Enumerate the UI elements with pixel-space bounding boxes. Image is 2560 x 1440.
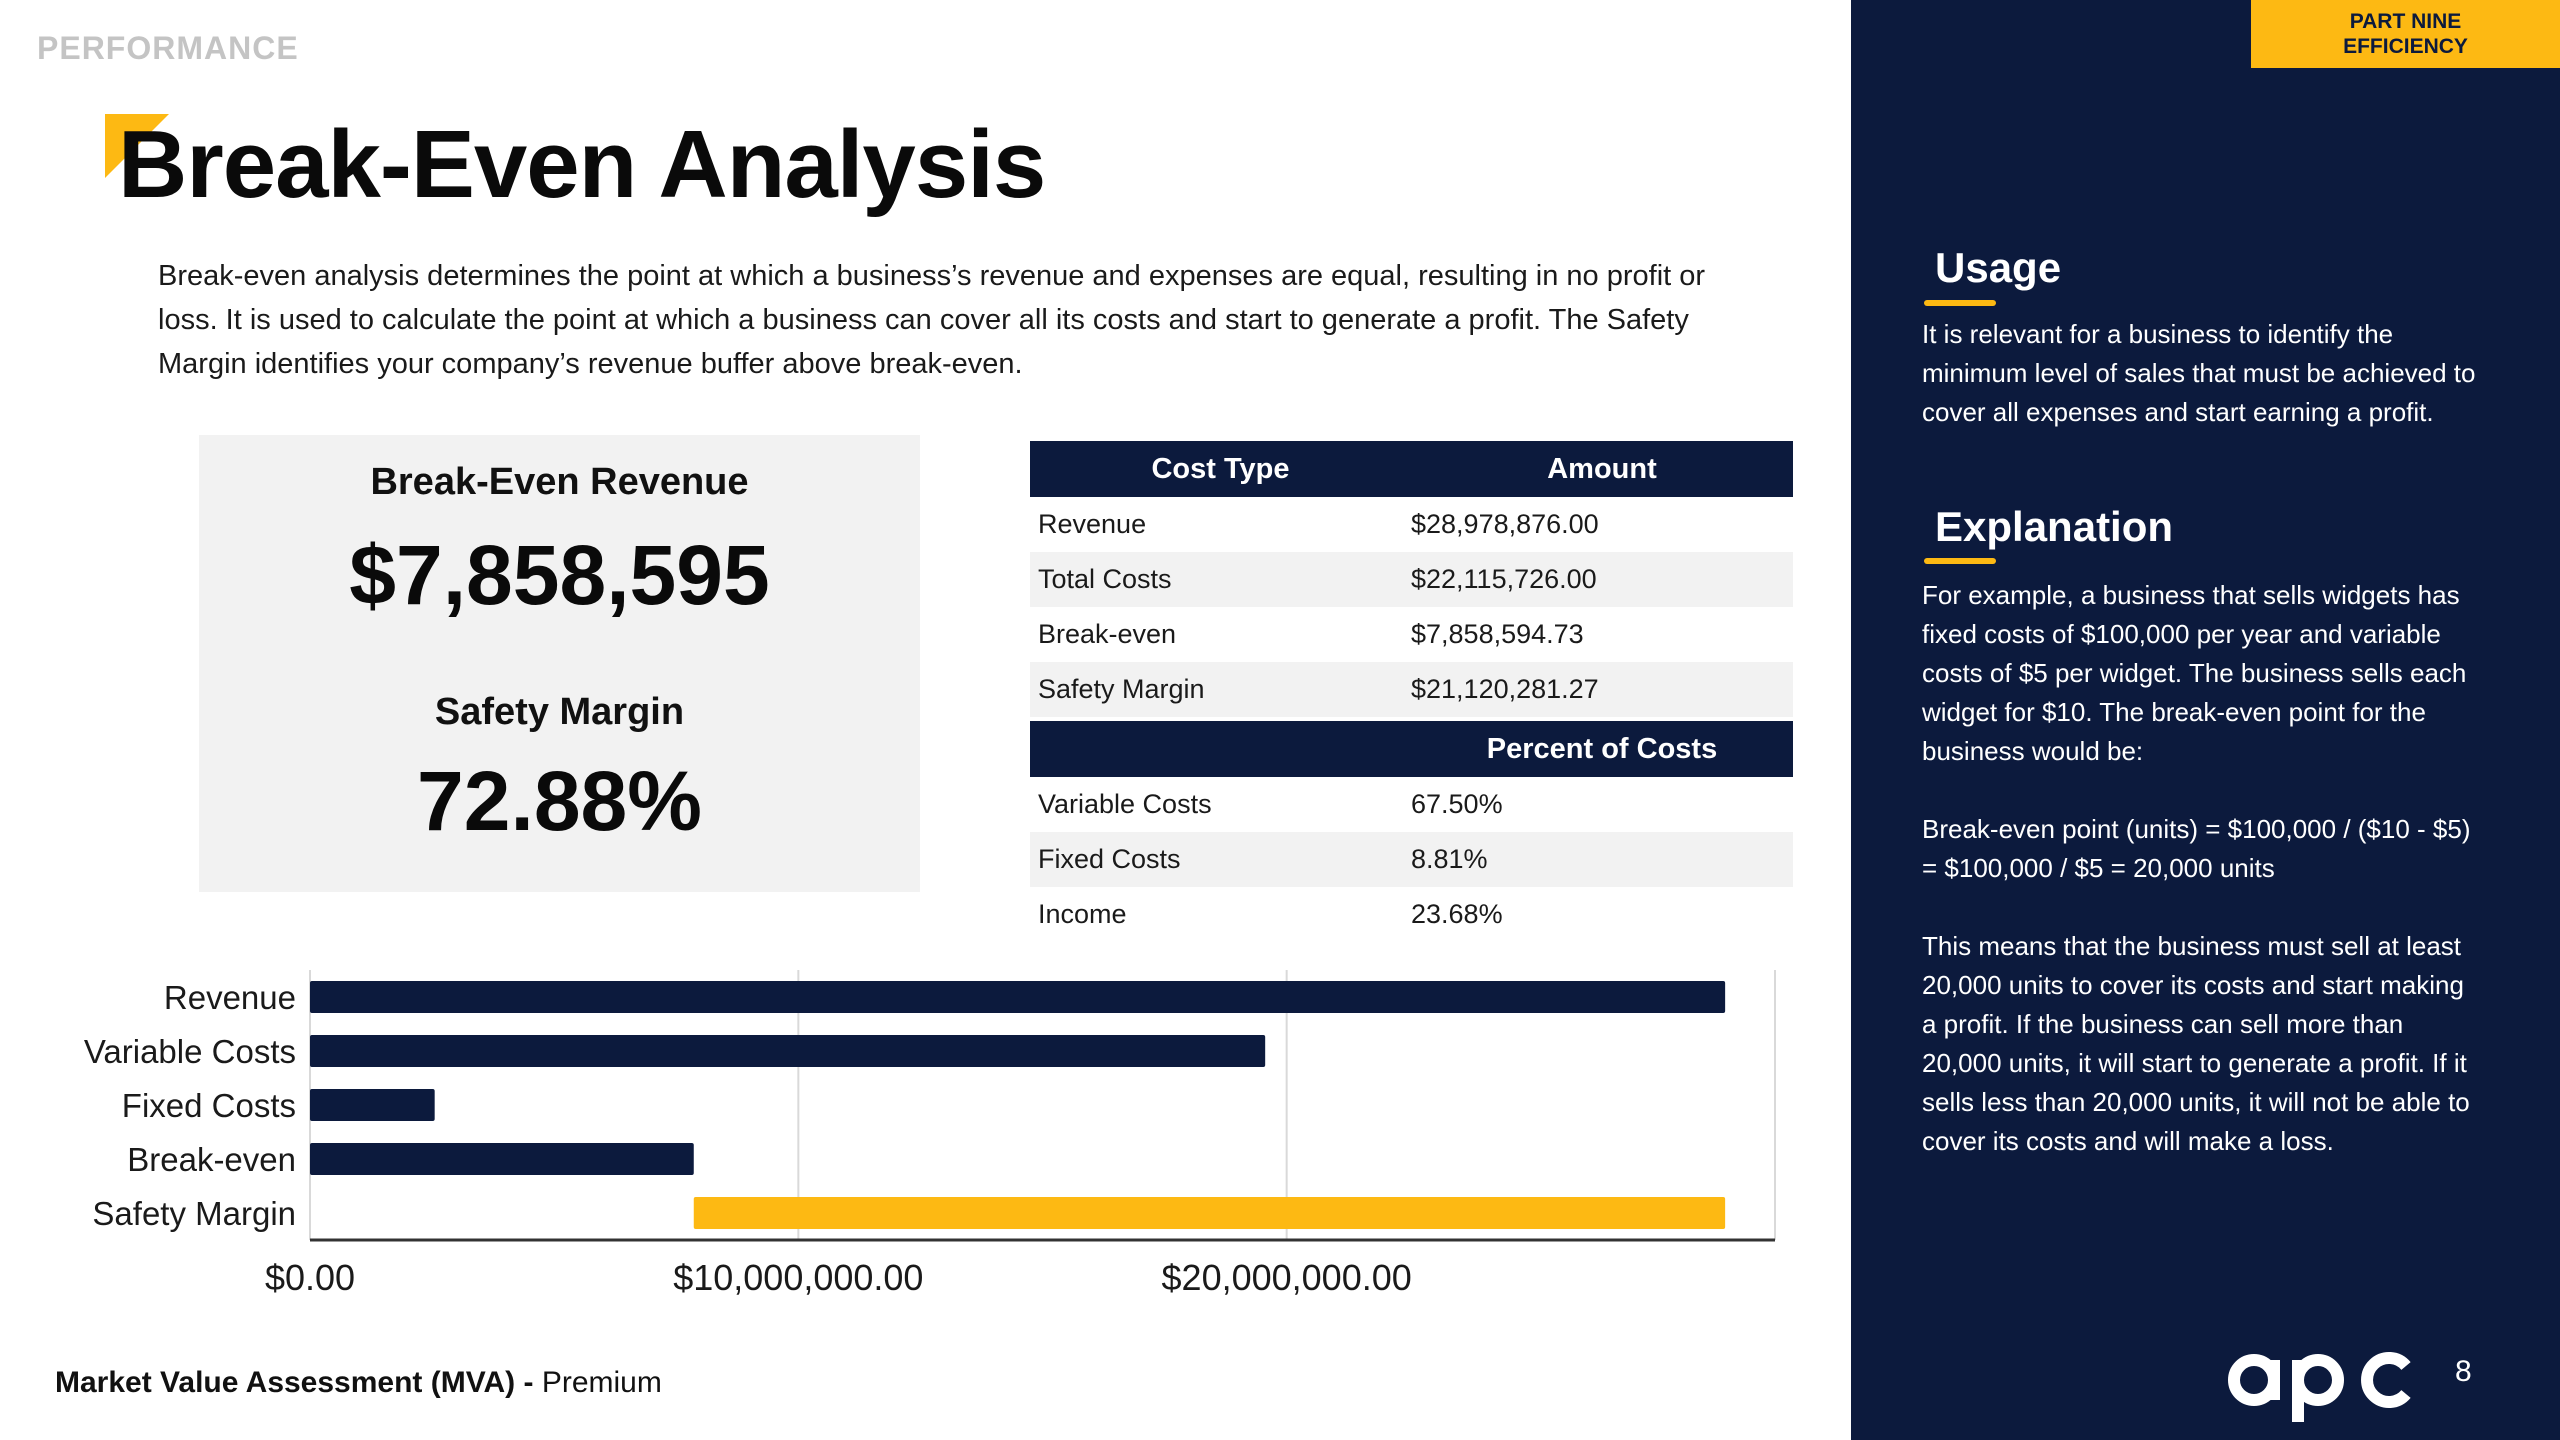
x-tick-label: $10,000,000.00 xyxy=(673,1257,923,1298)
bar-variable-costs xyxy=(310,1035,1266,1067)
page-title: Break-Even Analysis xyxy=(118,111,1046,218)
apc-logo-icon xyxy=(2228,1352,2411,1422)
safety-margin-value: 72.88% xyxy=(417,754,702,848)
bar-safety-margin xyxy=(693,1197,1726,1229)
part-tag: PART NINE EFFICIENCY xyxy=(2251,0,2560,68)
part-tag-line1: PART NINE xyxy=(2349,10,2462,33)
table-row: Variable Costs 67.50% xyxy=(1030,777,1793,832)
cell-amount: $7,858,594.73 xyxy=(1411,619,1584,649)
cell-type: Safety Margin xyxy=(1038,674,1205,704)
bar-break-even xyxy=(310,1143,694,1175)
footer-tier: Premium xyxy=(541,1366,662,1399)
footer-title: Market Value Assessment (MVA) - xyxy=(55,1366,534,1399)
cell-type: Variable Costs xyxy=(1038,789,1212,819)
y-category-label: Variable Costs xyxy=(84,1033,296,1070)
table-header: Cost Type Amount xyxy=(1030,441,1793,497)
y-category-label: Break-even xyxy=(127,1141,296,1178)
safety-margin-label: Safety Margin xyxy=(434,691,685,733)
title-accent-icon xyxy=(105,114,169,178)
explanation-heading: Explanation xyxy=(1935,503,2174,550)
cell-percent: 67.50% xyxy=(1411,789,1503,819)
column-header-percent: Percent of Costs xyxy=(1486,732,1718,765)
cell-percent: 8.81% xyxy=(1411,844,1488,874)
section-label: PERFORMANCE xyxy=(37,30,299,66)
y-category-label: Revenue xyxy=(164,979,296,1016)
table-row: Break-even $7,858,594.73 xyxy=(1030,607,1793,662)
breakeven-value: $7,858,595 xyxy=(349,528,770,622)
main-panel: PERFORMANCE Break-Even Analysis Break-ev… xyxy=(37,30,1793,1400)
column-header-cost-type: Cost Type xyxy=(1151,452,1290,485)
cell-type: Fixed Costs xyxy=(1038,844,1181,874)
explanation-paragraph-2: Break-even point (units) = $100,000 / ($… xyxy=(1922,814,2471,883)
breakeven-bar-chart: $0.00 $10,000,000.00 $20,000,000.00 Revenue… xyxy=(84,970,1776,1298)
cell-percent: 23.68% xyxy=(1411,899,1503,929)
cost-table: Cost Type Amount Revenue $28,978,876.00 … xyxy=(1030,441,1793,942)
cell-amount: $28,978,876.00 xyxy=(1411,509,1599,539)
kpi-card: Break-Even Revenue $7,858,595 Safety Mar… xyxy=(199,435,920,892)
y-category-label: Safety Margin xyxy=(92,1195,296,1232)
table-row: Income 23.68% xyxy=(1030,887,1793,942)
percent-header: Percent of Costs xyxy=(1030,721,1793,777)
explanation-text: For example, a business that sells widge… xyxy=(1922,576,2482,1161)
table-row: Total Costs $22,115,726.00 xyxy=(1030,552,1793,607)
cell-type: Revenue xyxy=(1038,509,1147,539)
table-row: Safety Margin $21,120,281.27 xyxy=(1030,662,1793,717)
explanation-paragraph-3: This means that the business must sell a… xyxy=(1922,931,2470,1156)
cell-type: Total Costs xyxy=(1038,564,1172,594)
part-tag-line2: EFFICIENCY xyxy=(2343,35,2468,58)
column-header-amount: Amount xyxy=(1547,452,1657,485)
table-row: Fixed Costs 8.81% xyxy=(1030,832,1793,887)
explanation-paragraph-1: For example, a business that sells widge… xyxy=(1922,580,2467,766)
intro-paragraph: Break-even analysis determines the point… xyxy=(158,260,1706,380)
table-row: Revenue $28,978,876.00 xyxy=(1030,497,1793,552)
cell-amount: $22,115,726.00 xyxy=(1411,564,1597,594)
x-tick-label: $0.00 xyxy=(265,1257,355,1298)
explanation-underline xyxy=(1924,558,1996,564)
usage-heading: Usage xyxy=(1935,244,2062,291)
footer: Market Value Assessment (MVA) - Premium xyxy=(55,1366,662,1400)
bar-revenue xyxy=(310,981,1726,1013)
cell-amount: $21,120,281.27 xyxy=(1411,674,1599,704)
x-tick-label: $20,000,000.00 xyxy=(1162,1257,1412,1298)
bar-fixed-costs xyxy=(310,1089,435,1121)
cell-type: Break-even xyxy=(1038,619,1177,649)
cell-type: Income xyxy=(1038,899,1127,929)
usage-text: It is relevant for a business to identif… xyxy=(1922,315,2482,432)
y-category-label: Fixed Costs xyxy=(122,1087,296,1124)
usage-paragraph: It is relevant for a business to identif… xyxy=(1922,319,2476,427)
sidebar-panel xyxy=(1851,0,2560,1440)
usage-underline xyxy=(1924,300,1996,306)
breakeven-label: Break-Even Revenue xyxy=(370,461,749,503)
page-number: 8 xyxy=(2455,1355,2472,1388)
